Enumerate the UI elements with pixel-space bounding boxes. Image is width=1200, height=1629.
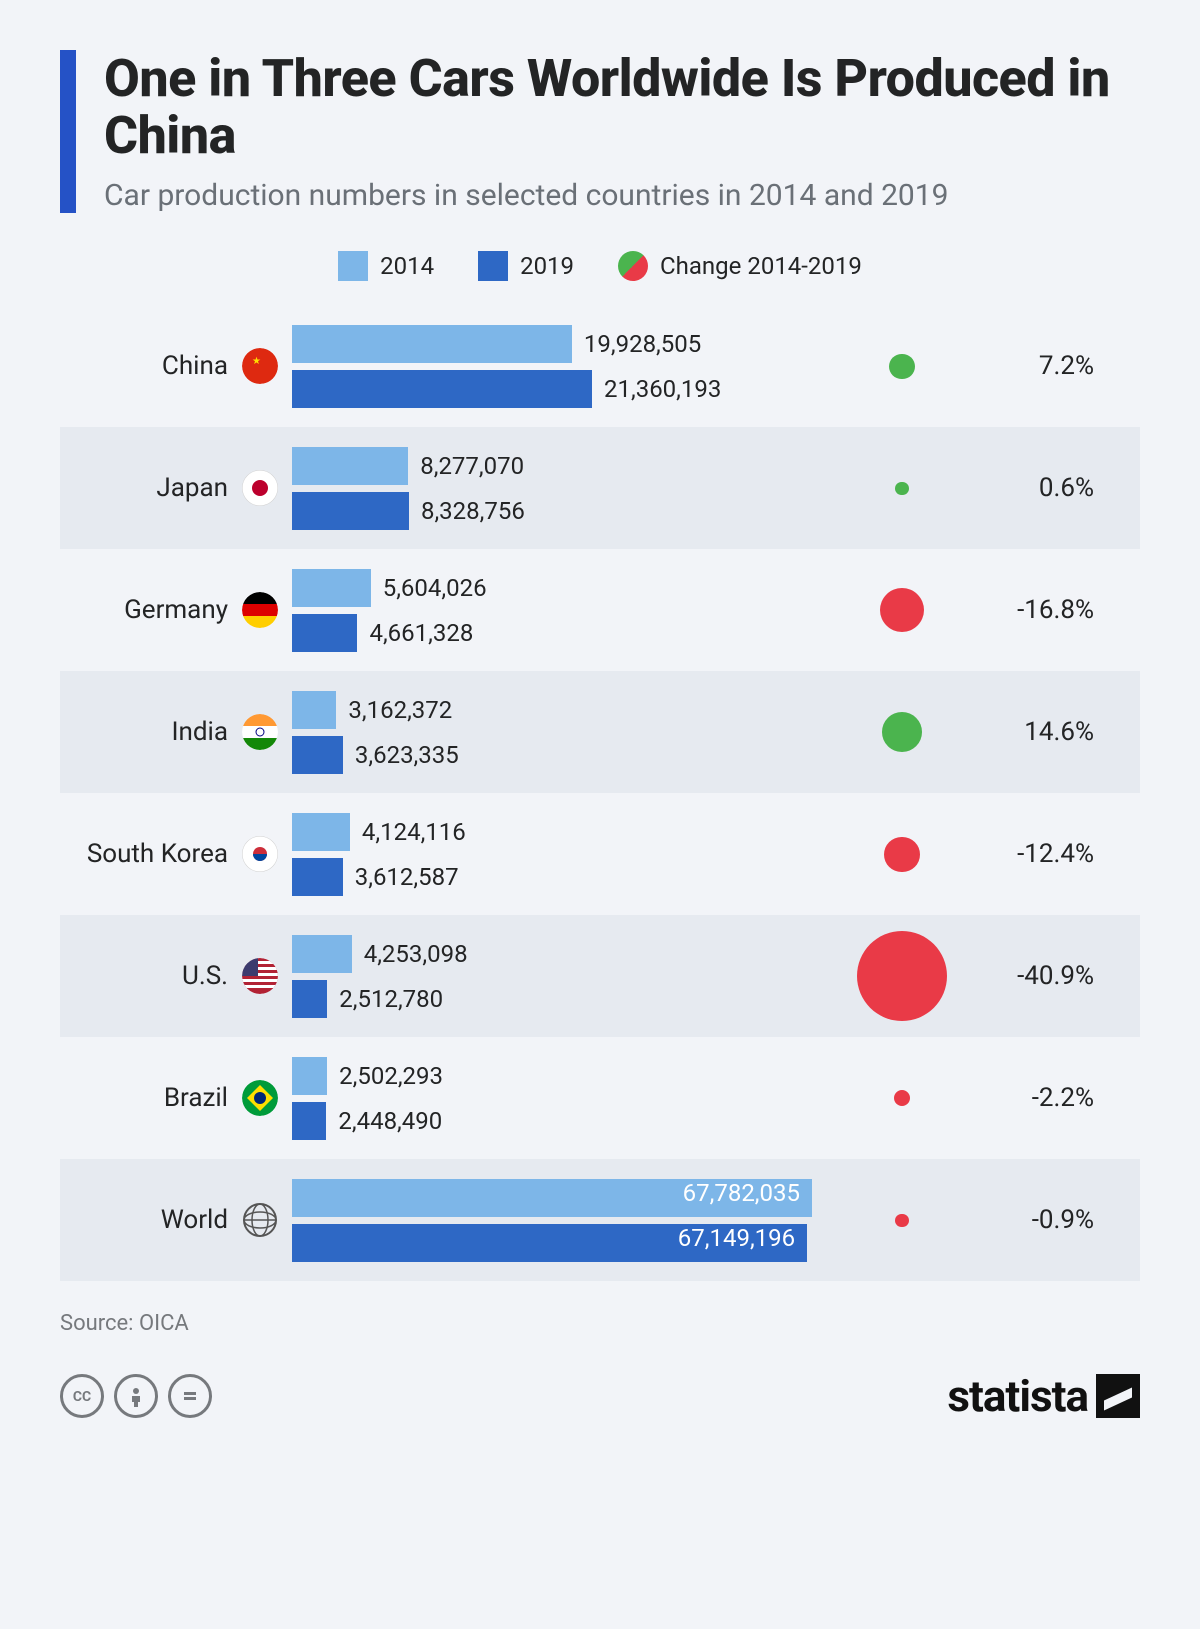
change-dot xyxy=(882,712,922,752)
change-dot xyxy=(889,354,915,380)
bar-2019 xyxy=(292,736,343,774)
value-2019: 3,612,587 xyxy=(355,863,459,891)
value-2019: 2,448,490 xyxy=(338,1107,442,1135)
bar-2014: 67,782,035 xyxy=(292,1179,812,1217)
flag-icon xyxy=(242,958,278,994)
page-subtitle: Car production numbers in selected count… xyxy=(104,178,1140,213)
value-2019: 4,661,328 xyxy=(369,619,473,647)
change-dot xyxy=(894,1090,910,1106)
change-percent: -40.9% xyxy=(972,961,1112,991)
value-2014: 8,277,070 xyxy=(420,452,524,480)
change-dot xyxy=(880,588,924,632)
chart-row: Brazil 2,502,293 2,448,490 -2.2% xyxy=(60,1037,1140,1159)
value-2014: 67,782,035 xyxy=(683,1179,800,1207)
bar-2019 xyxy=(292,370,592,408)
country-label: Germany xyxy=(124,595,228,625)
legend-change-label: Change 2014-2019 xyxy=(660,252,862,280)
change-dot xyxy=(895,482,908,495)
chart-row: South Korea 4,124,116 3,612,587 -12.4% xyxy=(60,793,1140,915)
legend-2019: 2019 xyxy=(478,251,574,281)
legend-change: Change 2014-2019 xyxy=(618,251,862,281)
country-label: Brazil xyxy=(164,1083,228,1113)
change-percent: -0.9% xyxy=(972,1205,1112,1235)
header: One in Three Cars Worldwide Is Produced … xyxy=(60,50,1140,213)
flag-icon xyxy=(242,836,278,872)
chart-rows: China ★ 19,928,505 21,360,193 7.2% Japan xyxy=(60,305,1140,1281)
source-text: Source: OICA xyxy=(60,1311,1140,1336)
bar-2014 xyxy=(292,691,336,729)
legend-2014: 2014 xyxy=(338,251,434,281)
flag-icon xyxy=(242,592,278,628)
chart-row: China ★ 19,928,505 21,360,193 7.2% xyxy=(60,305,1140,427)
bar-2019 xyxy=(292,1102,326,1140)
chart-row: U.S. 4,253,098 2,512,780 -40.9% xyxy=(60,915,1140,1037)
country-label: China xyxy=(162,351,228,381)
swatch-2014 xyxy=(338,251,368,281)
svg-text:CC: CC xyxy=(73,1389,91,1405)
change-percent: 14.6% xyxy=(972,717,1112,747)
country-label: South Korea xyxy=(87,839,228,869)
bar-2014 xyxy=(292,813,350,851)
bar-2019 xyxy=(292,614,357,652)
license-icons: CC xyxy=(60,1374,212,1418)
legend: 2014 2019 Change 2014-2019 xyxy=(60,251,1140,281)
legend-2019-label: 2019 xyxy=(520,252,574,280)
swatch-change xyxy=(618,251,648,281)
cc-icon: CC xyxy=(60,1374,104,1418)
chart-row: World 67,782,035 67,149,196 -0.9% xyxy=(60,1159,1140,1281)
bar-2019 xyxy=(292,858,343,896)
country-label: Japan xyxy=(156,473,228,503)
page-title: One in Three Cars Worldwide Is Produced … xyxy=(104,50,1140,164)
bar-2014 xyxy=(292,325,572,363)
value-2014: 2,502,293 xyxy=(339,1062,443,1090)
change-percent: 0.6% xyxy=(972,473,1112,503)
change-percent: -16.8% xyxy=(972,595,1112,625)
value-2019: 3,623,335 xyxy=(355,741,459,769)
change-percent: -2.2% xyxy=(972,1083,1112,1113)
value-2014: 5,604,026 xyxy=(383,574,487,602)
flag-icon xyxy=(242,1080,278,1116)
chart-row: Germany 5,604,026 4,661,328 -16.8% xyxy=(60,549,1140,671)
footer: CC statista xyxy=(60,1370,1140,1422)
value-2014: 3,162,372 xyxy=(348,696,452,724)
change-percent: 7.2% xyxy=(972,351,1112,381)
flag-icon: ★ xyxy=(242,348,278,384)
swatch-2019 xyxy=(478,251,508,281)
brand-text: statista xyxy=(947,1370,1088,1422)
flag-icon xyxy=(242,470,278,506)
svg-text:★: ★ xyxy=(252,356,261,367)
bar-2014 xyxy=(292,569,371,607)
change-dot xyxy=(857,931,947,1021)
value-2014: 4,253,098 xyxy=(364,940,468,968)
by-icon xyxy=(114,1374,158,1418)
nd-icon xyxy=(168,1374,212,1418)
value-2014: 4,124,116 xyxy=(362,818,466,846)
bar-2019 xyxy=(292,980,327,1018)
accent-bar xyxy=(60,50,76,213)
legend-2014-label: 2014 xyxy=(380,252,434,280)
value-2019: 8,328,756 xyxy=(421,497,525,525)
value-2019: 21,360,193 xyxy=(604,375,721,403)
chart-row: Japan 8,277,070 8,328,756 0.6% xyxy=(60,427,1140,549)
bar-2014 xyxy=(292,447,408,485)
change-dot xyxy=(895,1214,909,1228)
brand-icon xyxy=(1096,1374,1140,1418)
value-2019: 2,512,780 xyxy=(339,985,443,1013)
value-2014: 19,928,505 xyxy=(584,330,701,358)
flag-icon xyxy=(242,714,278,750)
flag-icon xyxy=(242,1202,278,1238)
country-label: India xyxy=(171,717,228,747)
change-percent: -12.4% xyxy=(972,839,1112,869)
bar-2019: 67,149,196 xyxy=(292,1224,807,1262)
value-2019: 67,149,196 xyxy=(678,1224,795,1252)
country-label: U.S. xyxy=(182,961,228,991)
brand-logo: statista xyxy=(947,1370,1140,1422)
country-label: World xyxy=(161,1205,228,1235)
bar-2014 xyxy=(292,935,352,973)
bar-2019 xyxy=(292,492,409,530)
chart-row: India 3,162,372 3,623,335 14.6% xyxy=(60,671,1140,793)
change-dot xyxy=(884,837,920,873)
bar-2014 xyxy=(292,1057,327,1095)
